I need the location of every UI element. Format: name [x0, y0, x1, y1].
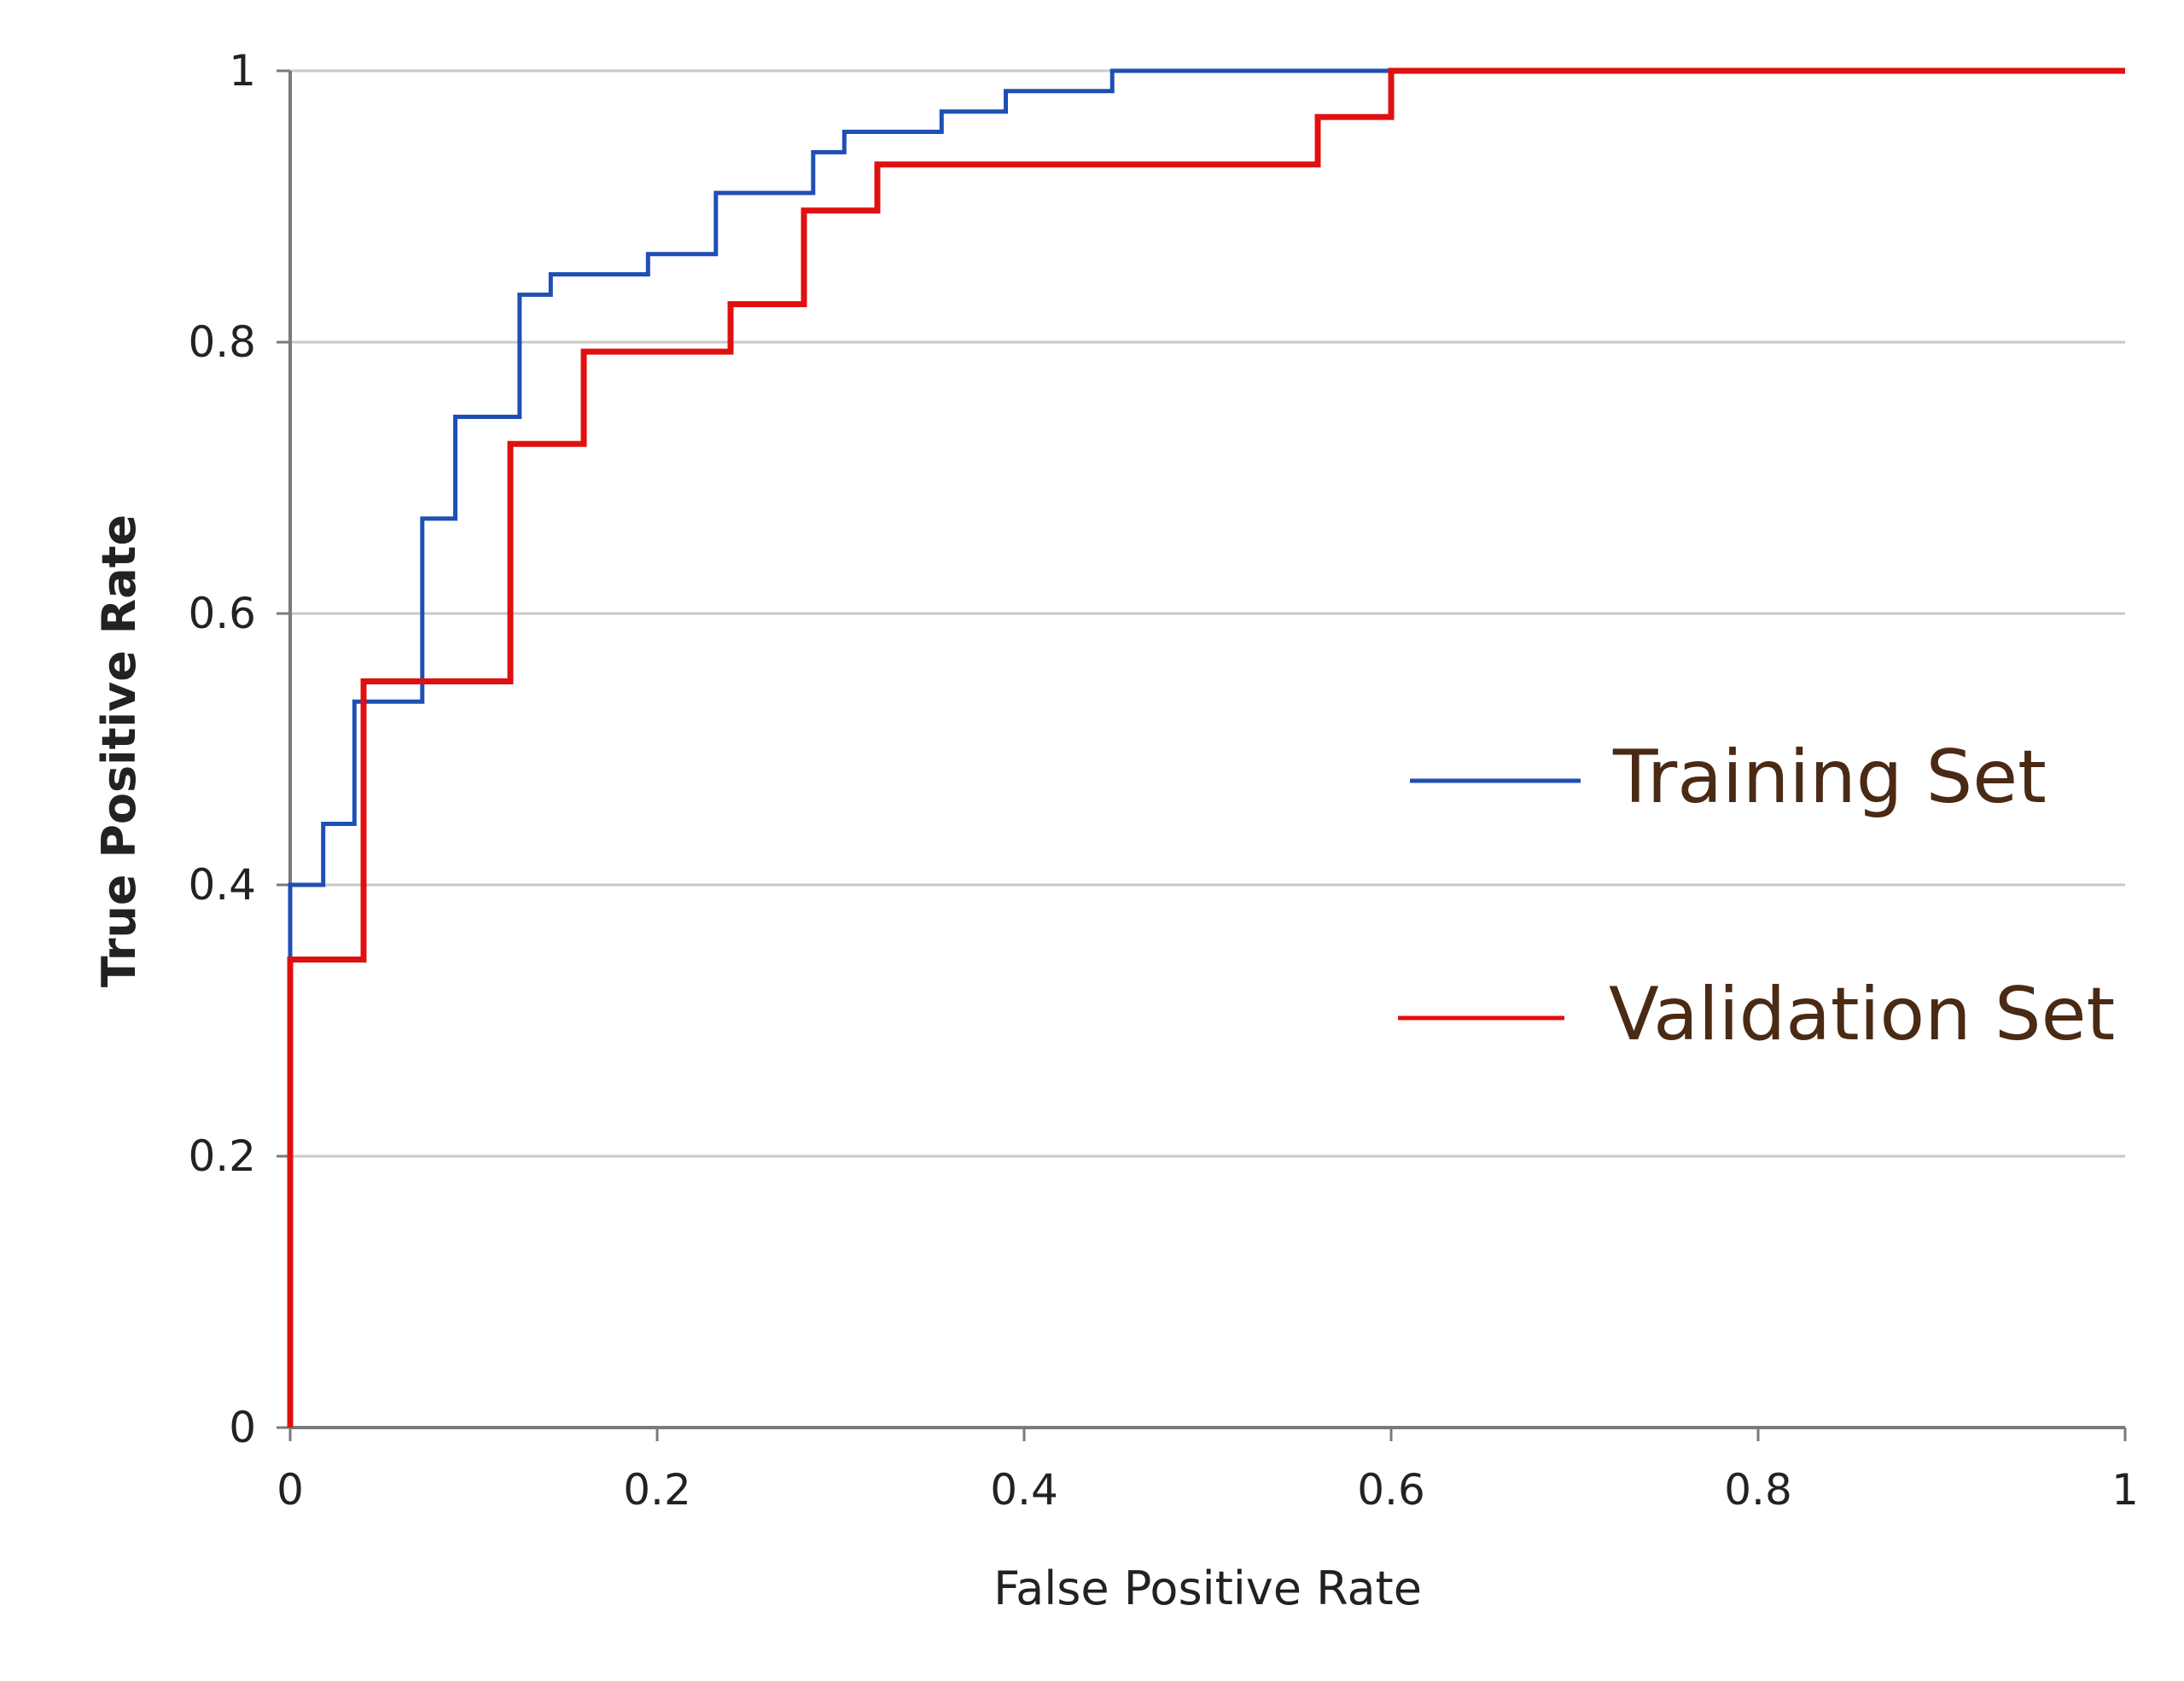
- y-tick-label: 0.6: [188, 589, 256, 638]
- legend-label-training: Training Set: [1612, 735, 2047, 820]
- x-tick-label: 0.8: [1724, 1465, 1792, 1515]
- x-tick-label: 0.6: [1357, 1465, 1425, 1515]
- series-line-validation-set: [287, 67, 2125, 1428]
- x-tick-label: 0.2: [623, 1465, 691, 1515]
- y-axis-title: True Positive Rate: [92, 515, 146, 987]
- x-axis-title: False Positive Rate: [993, 1562, 1422, 1615]
- x-tick-label: 0: [277, 1465, 304, 1515]
- legend-label-validation: Validation Set: [1609, 972, 2115, 1057]
- y-tick-label: 0.4: [188, 860, 256, 910]
- series-lines: [287, 67, 2125, 1428]
- x-tick-label: 1: [2111, 1465, 2139, 1515]
- y-tick-label: 0.8: [188, 317, 256, 367]
- y-tick-label: 0: [229, 1403, 256, 1452]
- y-tick-label: 0.2: [188, 1131, 256, 1181]
- tick-labels: 0 0.2 0.4 0.6 0.8 1 0 0.2 0.4 0.6 0.8 1: [188, 46, 2138, 1515]
- series-line-training-set: [288, 68, 2125, 1428]
- legend: Training Set Validation Set: [1398, 735, 2115, 1057]
- x-tick-label: 0.4: [990, 1465, 1058, 1515]
- y-tick-label: 1: [229, 46, 256, 96]
